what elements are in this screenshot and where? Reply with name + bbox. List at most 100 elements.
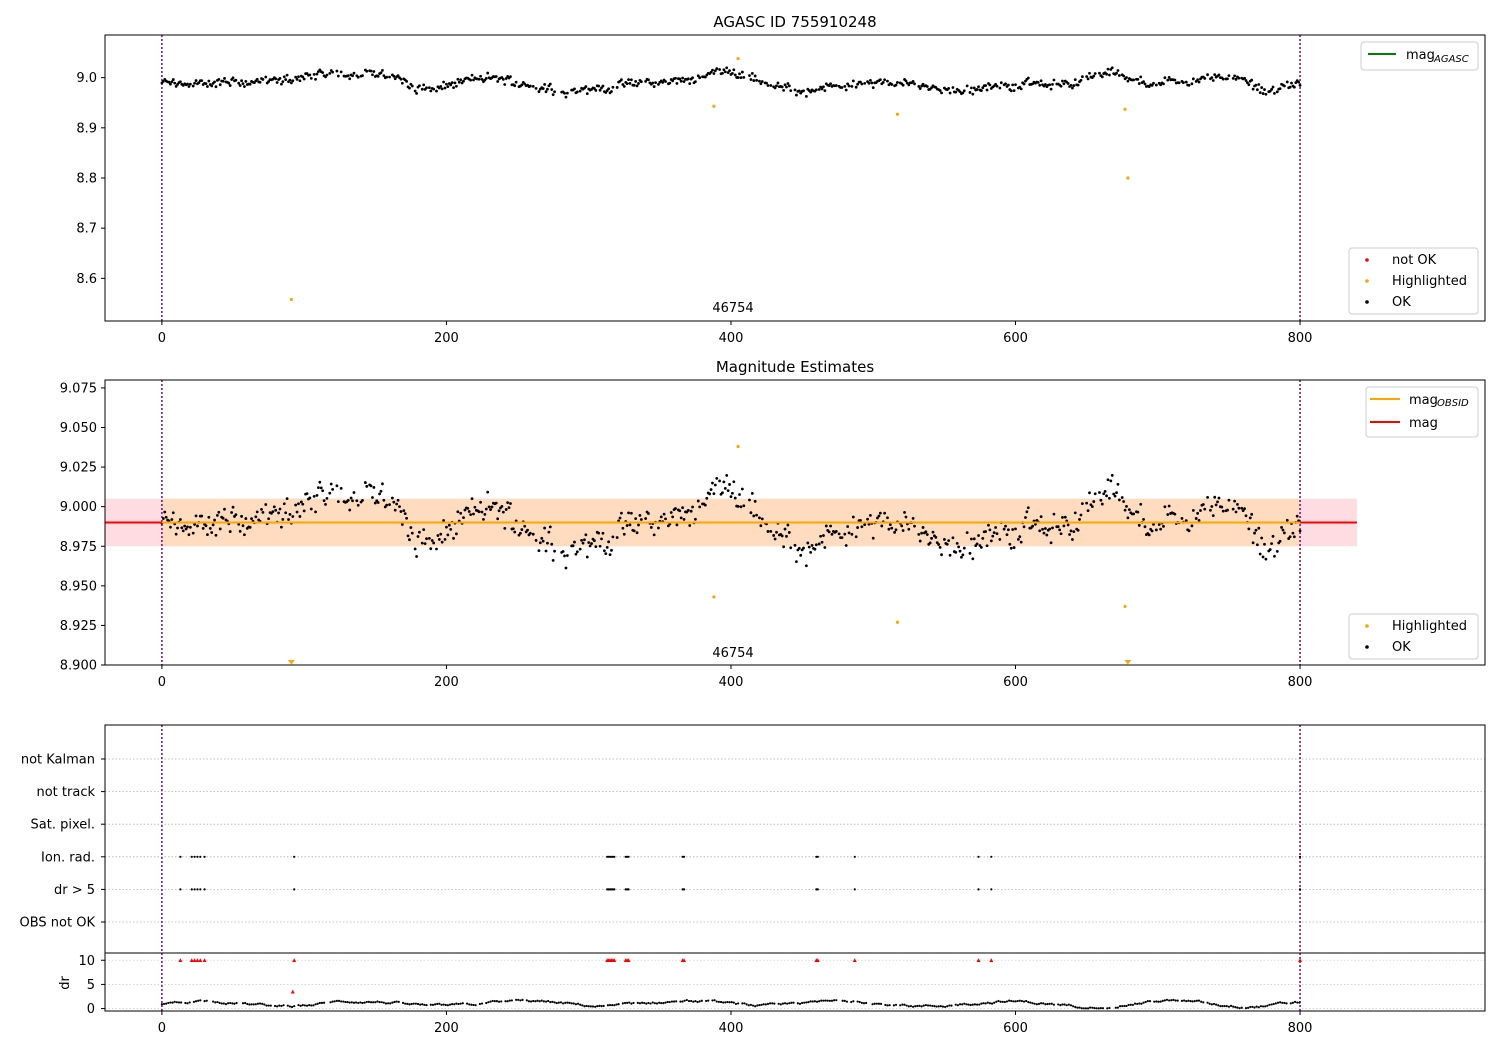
ok-point <box>940 91 943 95</box>
highlighted-point <box>736 56 740 61</box>
ok-point <box>694 80 697 84</box>
ok-point <box>234 513 238 517</box>
ok-point <box>678 77 682 81</box>
ok-point <box>459 511 463 515</box>
dr-ok-point <box>421 1003 424 1006</box>
dr-ok-point <box>922 1004 925 1007</box>
ok-point <box>843 84 847 88</box>
ok-point <box>511 527 515 531</box>
ok-point <box>312 72 316 76</box>
dr-ok-point <box>1031 1002 1034 1005</box>
dr-ok-point <box>591 1005 595 1008</box>
ok-point <box>318 480 322 484</box>
ok-point <box>1283 84 1286 88</box>
dr-ok-point <box>786 1002 789 1005</box>
ok-point <box>823 546 827 549</box>
ok-point <box>217 510 221 514</box>
ok-point <box>204 82 208 86</box>
dr-ok-point <box>165 1002 168 1005</box>
ok-point <box>694 517 697 521</box>
ok-point <box>679 79 683 83</box>
dr-ok-point <box>1268 1003 1271 1006</box>
ok-point <box>1031 524 1034 528</box>
dr-ok-point <box>397 1000 400 1003</box>
dr-ok-point <box>1272 1002 1275 1006</box>
dr-not-ok-point <box>189 958 194 963</box>
ok-point <box>1018 535 1022 539</box>
ok-point <box>802 89 805 93</box>
legend-label-sub: OBSID <box>1437 398 1469 409</box>
ok-point <box>1102 492 1106 496</box>
ok-point <box>886 516 889 520</box>
dr-ok-point <box>643 1001 646 1005</box>
dr-ok-point <box>988 1002 992 1005</box>
dr-ok-point <box>736 1002 740 1005</box>
ok-point <box>620 511 623 515</box>
dr-ok-point <box>493 1000 496 1003</box>
ok-point <box>217 78 221 81</box>
ok-point <box>305 492 309 496</box>
ok-point <box>610 548 613 552</box>
ok-point <box>373 501 377 505</box>
ok-point <box>335 484 339 488</box>
dr-ok-point <box>916 1004 919 1008</box>
ok-point <box>325 73 329 77</box>
ok-point <box>1132 512 1135 516</box>
dr-ok-point <box>976 1003 979 1006</box>
ok-point <box>689 509 693 513</box>
dr-ok-point <box>1195 999 1199 1002</box>
legend-label: OK <box>1392 295 1411 310</box>
dr-ok-point <box>1232 1005 1235 1008</box>
ok-point <box>550 88 554 91</box>
dr-not-ok-point <box>1298 958 1303 963</box>
dr-ok-point <box>448 1003 452 1006</box>
ok-point <box>1251 541 1255 545</box>
dr-ok-point <box>1185 1000 1188 1003</box>
dr-not-ok-point <box>612 958 617 963</box>
dr-not-ok-point <box>815 958 820 963</box>
dr-ok-point <box>581 1004 584 1007</box>
ok-point <box>234 78 238 82</box>
dr-ok-point <box>969 1003 972 1007</box>
ok-point <box>477 510 481 514</box>
ok-point <box>1039 79 1043 83</box>
dr-ok-point <box>167 1001 170 1005</box>
dr-ok-point <box>754 1005 757 1008</box>
dr-ok-point <box>444 1003 447 1007</box>
ok-point <box>427 536 431 540</box>
ok-point <box>1166 78 1170 82</box>
dr-ok-point <box>1095 1007 1098 1010</box>
ok-point <box>1247 527 1251 531</box>
ok-point <box>1214 503 1218 507</box>
ok-point <box>649 526 653 529</box>
ok-point <box>408 538 411 542</box>
dr-ok-point <box>907 1005 910 1008</box>
ok-point <box>644 80 648 83</box>
ok-point <box>1292 85 1296 89</box>
ok-point <box>1122 74 1126 78</box>
ok-point <box>819 85 823 89</box>
dr-ok-point <box>924 1003 927 1007</box>
ok-point <box>991 534 995 538</box>
ok-point <box>979 89 983 92</box>
ok-point <box>736 76 740 79</box>
dr-ok-point <box>549 1001 552 1004</box>
dr-ok-point <box>747 1004 750 1007</box>
ok-point <box>482 517 485 521</box>
ok-point <box>393 508 397 512</box>
ok-point <box>1066 82 1070 85</box>
ok-point <box>215 513 219 517</box>
x-tick-label: 200 <box>434 675 459 690</box>
ok-point <box>940 553 943 557</box>
ok-point <box>739 76 743 80</box>
ok-point <box>995 84 999 88</box>
ok-point <box>755 78 758 82</box>
dr-ok-point <box>320 1001 324 1005</box>
ok-point <box>346 499 350 502</box>
dr-ok-point <box>1048 1002 1051 1005</box>
dr-ok-point <box>570 1002 573 1005</box>
ok-point <box>750 492 754 495</box>
x-tick-label: 200 <box>434 1021 459 1036</box>
ok-point <box>187 533 191 537</box>
ok-point <box>647 78 650 82</box>
